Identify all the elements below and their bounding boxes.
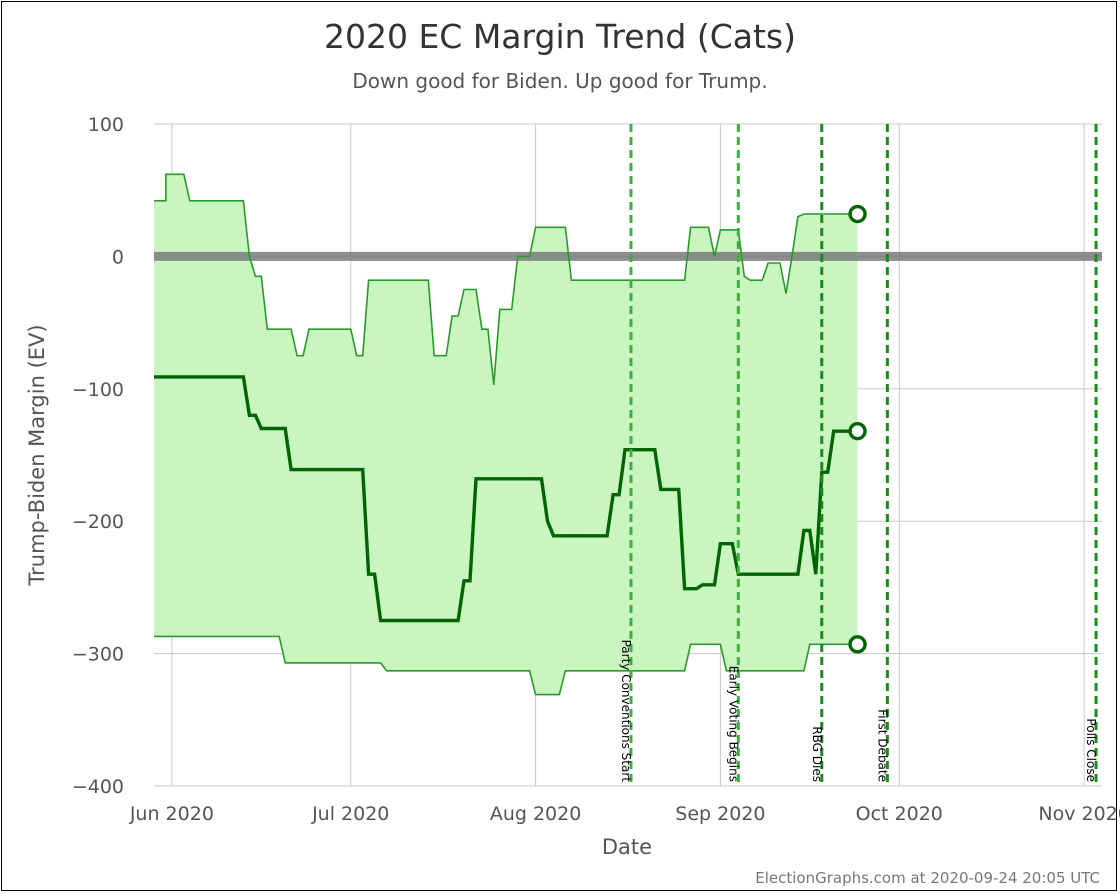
lower-bound-line: [154, 635, 858, 696]
y-axis-title: Trump-Biden Margin (EV): [25, 324, 49, 586]
y-tick-label: −300: [72, 644, 124, 666]
chart-credit: ElectionGraphs.com at 2020-09-24 20:05 U…: [755, 869, 1100, 887]
series-lines: [154, 173, 858, 696]
y-tick-label: 0: [112, 246, 124, 268]
event-markers: Party Conventions Start Early Voting Begi…: [619, 124, 1098, 786]
endpoint-marker: [848, 421, 867, 441]
event-label: Early Voting Begins: [726, 666, 740, 782]
endpoint-marker: [848, 204, 867, 224]
x-axis-title: Date: [602, 835, 652, 859]
y-tick-label: −400: [72, 776, 124, 798]
chart-subtitle: Down good for Biden. Up good for Trump.: [352, 69, 767, 93]
x-axis-ticks: Jun 2020 Jul 2020 Aug 2020 Sep 2020 Oct 2020…: [129, 803, 1120, 825]
x-tick-label: Sep 2020: [675, 803, 765, 825]
endpoint-markers: [848, 204, 867, 654]
event-label: First Debate: [875, 709, 889, 782]
center-margin-line: [154, 375, 858, 623]
x-tick-label: Aug 2020: [490, 803, 582, 825]
y-axis-ticks: 100 0 −100 −200 −300 −400: [72, 114, 124, 798]
x-tick-label: Nov 2020: [1038, 803, 1120, 825]
y-tick-label: 100: [88, 114, 124, 136]
x-tick-label: Jun 2020: [129, 803, 214, 825]
x-tick-label: Oct 2020: [856, 803, 943, 825]
event-label: Polls Close: [1084, 718, 1098, 782]
y-tick-label: −200: [72, 511, 124, 533]
chart-title: 2020 EC Margin Trend (Cats): [324, 17, 796, 56]
x-tick-label: Jul 2020: [311, 803, 389, 825]
event-label: RBG Dies: [810, 726, 824, 782]
upper-bound-line: [154, 173, 858, 385]
endpoint-marker: [848, 635, 867, 654]
y-tick-label: −100: [72, 379, 124, 401]
event-label: Party Conventions Start: [619, 640, 633, 783]
